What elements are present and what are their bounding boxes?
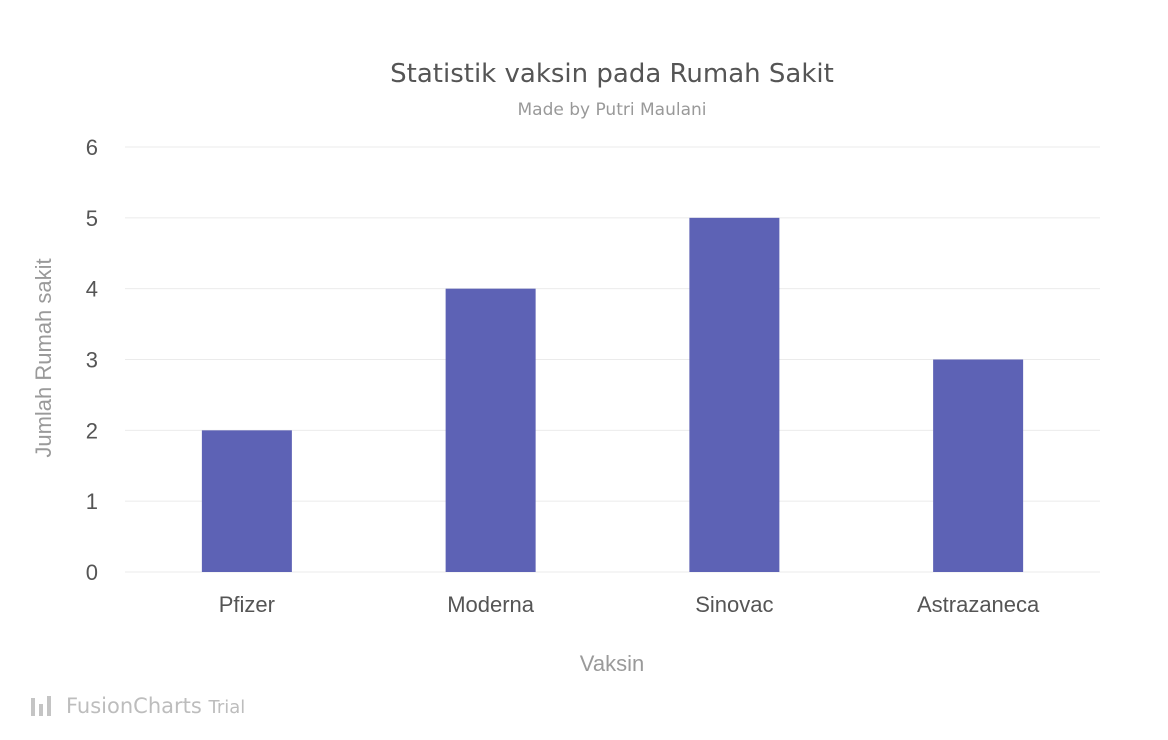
y-tick-label: 2 bbox=[86, 418, 98, 443]
y-axis-ticks: 0 1 2 3 4 5 6 bbox=[86, 135, 98, 585]
y-tick-label: 1 bbox=[86, 489, 98, 514]
x-category-label: Pfizer bbox=[219, 592, 275, 617]
x-category-label: Sinovac bbox=[695, 592, 773, 617]
y-tick-label: 4 bbox=[86, 277, 98, 302]
y-tick-label: 0 bbox=[86, 560, 98, 585]
x-category-label: Moderna bbox=[447, 592, 535, 617]
y-tick-label: 6 bbox=[86, 135, 98, 160]
fusioncharts-logo-icon bbox=[31, 696, 51, 716]
y-tick-label: 3 bbox=[86, 348, 98, 373]
x-axis-label: Vaksin bbox=[580, 651, 644, 676]
watermark: FusionCharts Trial bbox=[30, 694, 245, 718]
chart-subtitle: Made by Putri Maulani bbox=[517, 100, 706, 120]
watermark-text: FusionCharts Trial bbox=[66, 694, 245, 718]
y-tick-label: 5 bbox=[86, 206, 98, 231]
bar-moderna[interactable] bbox=[445, 288, 536, 572]
x-axis-categories: Pfizer Moderna Sinovac Astrazaneca bbox=[219, 592, 1040, 617]
bar-pfizer[interactable] bbox=[201, 430, 292, 572]
bar-sinovac[interactable] bbox=[689, 217, 780, 573]
x-category-label: Astrazaneca bbox=[917, 592, 1040, 617]
watermark-suffix: Trial bbox=[208, 697, 246, 718]
bar-astrazaneca[interactable] bbox=[933, 359, 1024, 573]
bars bbox=[201, 217, 1024, 573]
y-axis-label: Jumlah Rumah sakit bbox=[31, 258, 56, 457]
chart-title: Statistik vaksin pada Rumah Sakit bbox=[390, 59, 834, 89]
watermark-brand: FusionCharts bbox=[66, 694, 202, 718]
